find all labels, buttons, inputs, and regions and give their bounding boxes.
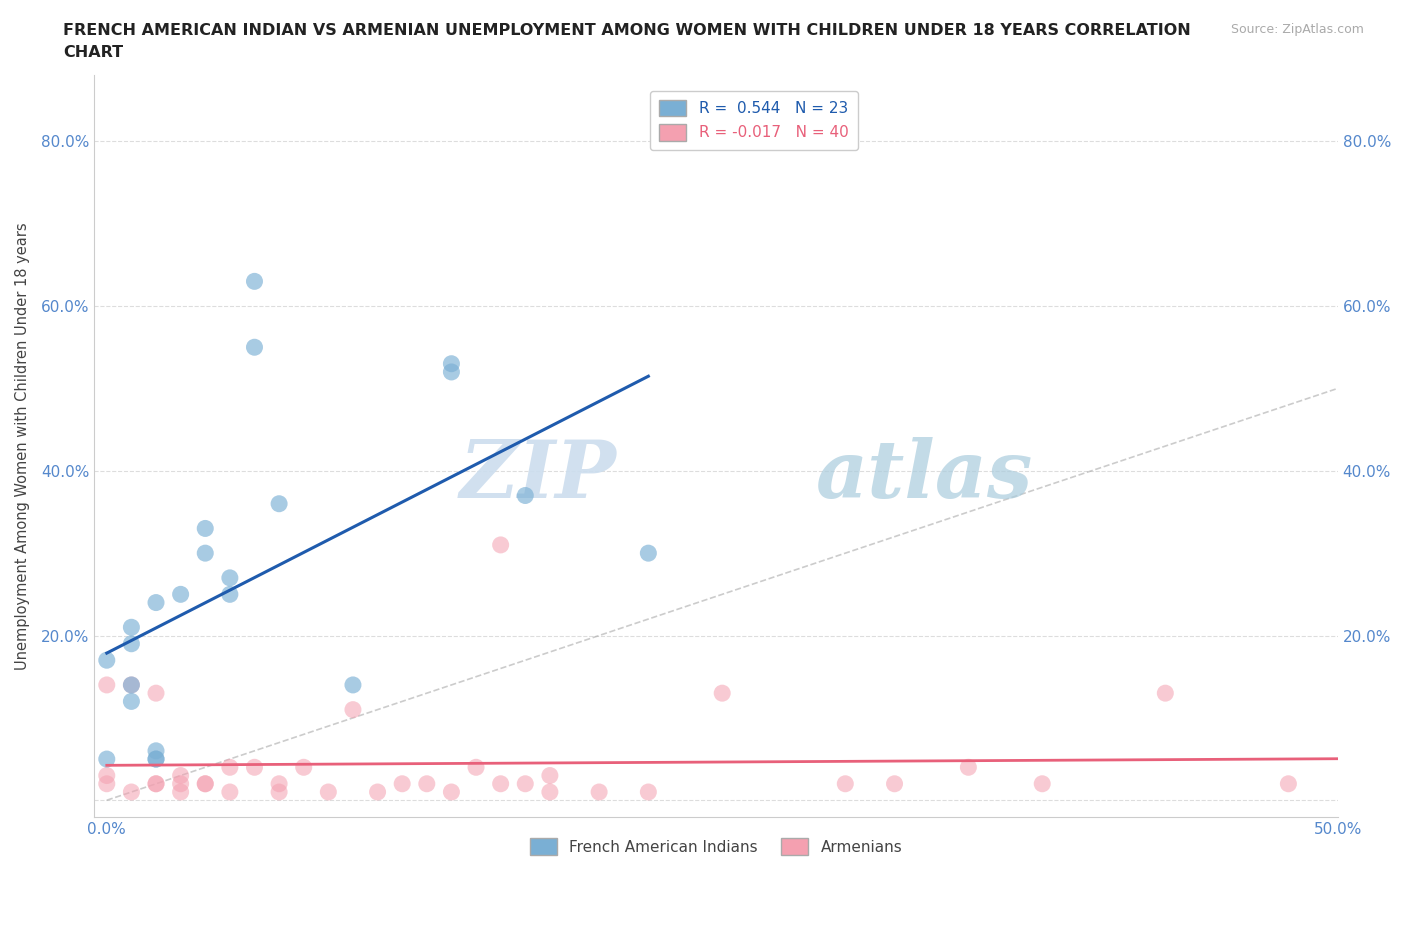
Point [120, 677, 142, 692]
Point [218, 570, 240, 585]
Point [440, 365, 463, 379]
Point [218, 587, 240, 602]
Point [243, 274, 266, 289]
Point [637, 785, 659, 800]
Text: atlas: atlas [815, 437, 1033, 514]
Point [145, 595, 167, 610]
Point [145, 751, 167, 766]
Point [538, 768, 561, 783]
Point [243, 339, 266, 354]
Point [711, 685, 734, 700]
Point [145, 685, 167, 700]
Point [416, 777, 439, 791]
Point [269, 497, 291, 512]
Point [515, 488, 537, 503]
Point [269, 785, 291, 800]
Point [169, 587, 191, 602]
Y-axis label: Unemployment Among Women with Children Under 18 years: Unemployment Among Women with Children U… [15, 222, 30, 670]
Text: ZIP: ZIP [460, 437, 617, 514]
Point [120, 677, 142, 692]
Point [243, 760, 266, 775]
Point [318, 785, 340, 800]
Point [292, 760, 315, 775]
Point [169, 777, 191, 791]
Text: FRENCH AMERICAN INDIAN VS ARMENIAN UNEMPLOYMENT AMONG WOMEN WITH CHILDREN UNDER : FRENCH AMERICAN INDIAN VS ARMENIAN UNEMP… [63, 23, 1191, 38]
Point [96, 653, 118, 668]
Point [391, 777, 413, 791]
Text: CHART: CHART [63, 45, 124, 60]
Point [1277, 777, 1299, 791]
Point [145, 743, 167, 758]
Point [96, 751, 118, 766]
Point [218, 785, 240, 800]
Point [440, 785, 463, 800]
Point [883, 777, 905, 791]
Point [194, 546, 217, 561]
Point [145, 777, 167, 791]
Point [120, 619, 142, 634]
Point [440, 356, 463, 371]
Point [194, 777, 217, 791]
Point [145, 777, 167, 791]
Point [489, 538, 512, 552]
Point [96, 777, 118, 791]
Point [194, 777, 217, 791]
Point [588, 785, 610, 800]
Point [367, 785, 389, 800]
Point [145, 751, 167, 766]
Point [120, 785, 142, 800]
Point [120, 694, 142, 709]
Point [637, 546, 659, 561]
Point [269, 777, 291, 791]
Point [538, 785, 561, 800]
Point [342, 677, 364, 692]
Point [169, 785, 191, 800]
Point [489, 777, 512, 791]
Point [515, 777, 537, 791]
Point [342, 702, 364, 717]
Legend: French American Indians, Armenians: French American Indians, Armenians [523, 832, 908, 861]
Point [834, 777, 856, 791]
Point [120, 636, 142, 651]
Point [169, 768, 191, 783]
Point [1154, 685, 1177, 700]
Point [1031, 777, 1053, 791]
Point [465, 760, 488, 775]
Point [957, 760, 980, 775]
Point [96, 677, 118, 692]
Point [96, 768, 118, 783]
Point [194, 521, 217, 536]
Point [218, 760, 240, 775]
Text: Source: ZipAtlas.com: Source: ZipAtlas.com [1230, 23, 1364, 36]
